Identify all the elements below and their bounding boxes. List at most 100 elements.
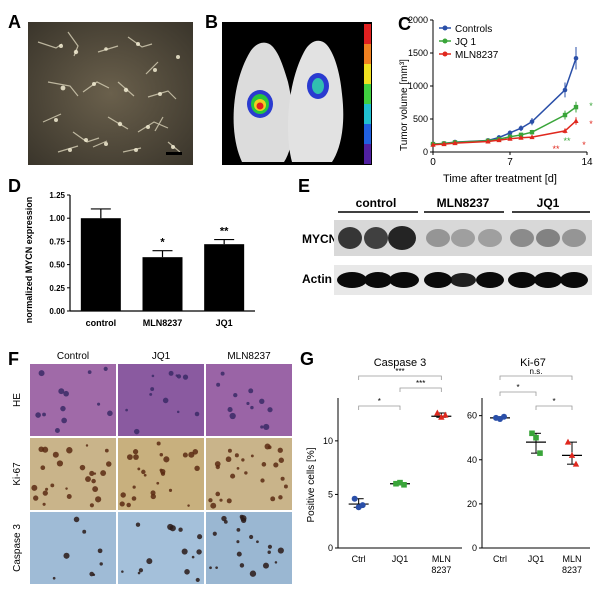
histology-nucleus [120, 492, 126, 498]
histology-nucleus [178, 527, 183, 532]
c-xtick-label: 14 [581, 157, 593, 168]
histology-nucleus [54, 428, 60, 433]
blot-group-label: control [356, 196, 397, 210]
histology-nucleus [250, 454, 254, 458]
histology-nucleus [239, 514, 244, 519]
histology-nucleus [126, 502, 131, 508]
histology-nucleus [82, 529, 87, 534]
histology-row-label: Caspase 3 [12, 524, 23, 572]
histology-nucleus [121, 570, 124, 573]
histology-nucleus [244, 471, 248, 475]
histology-nucleus [85, 444, 89, 447]
histology-nucleus [132, 449, 139, 455]
histology-nucleus [225, 456, 232, 463]
histology-nucleus [278, 457, 285, 463]
histology-nucleus [125, 408, 128, 412]
d-ytick-label: 1.25 [49, 191, 65, 200]
d-significance-mark: ** [220, 226, 229, 238]
histology-nucleus [163, 456, 170, 463]
histology-nucleus [216, 382, 221, 387]
histology-nucleus [137, 467, 141, 471]
histology-nucleus [89, 571, 95, 577]
histology-nucleus [259, 398, 265, 404]
histology-nucleus [208, 498, 213, 503]
c-significance-mark: * [589, 119, 593, 129]
c-legend-label: MLN8237 [455, 50, 499, 61]
c-legend-label: Controls [455, 24, 492, 35]
g-significance-bracket [399, 387, 442, 392]
g-category-label: MLN [562, 554, 581, 564]
c-point [529, 119, 535, 124]
histology-nucleus [246, 401, 250, 406]
g-point [568, 451, 576, 458]
histology-nucleus [56, 460, 64, 467]
c-significance-mark: ** [552, 144, 560, 154]
histology-nucleus [227, 448, 232, 453]
g-significance-bracket [535, 405, 573, 410]
histology-nucleus [162, 397, 169, 404]
histology-nucleus [151, 374, 155, 378]
histology-nucleus [91, 478, 96, 484]
c-point [507, 136, 513, 141]
blot-group-label: JQ1 [537, 196, 560, 210]
histology-nucleus [61, 417, 67, 424]
histology-nucleus [182, 452, 188, 458]
histology-nucleus [63, 552, 70, 559]
c-point [529, 130, 535, 135]
g-category-label: 8237 [431, 565, 451, 575]
histology-nucleus [215, 464, 220, 470]
g-ytick-label: 10 [323, 436, 333, 446]
g-point [564, 438, 572, 445]
histology-nucleus [143, 473, 147, 477]
histology-nucleus [181, 548, 188, 555]
g-point [393, 480, 399, 487]
d-category-label: MLN8237 [143, 318, 183, 328]
g-significance-bracket [499, 391, 537, 396]
histology-nucleus [212, 531, 217, 536]
histology-nucleus [188, 451, 195, 458]
g-significance-mark: *** [395, 367, 404, 376]
histology-nucleus [168, 488, 173, 492]
g-ytick-label: 40 [467, 455, 477, 465]
histology-nucleus [250, 405, 254, 410]
g-ytick-label: 20 [467, 499, 477, 509]
g-significance-mark: * [552, 397, 555, 406]
c-point [518, 135, 524, 140]
c-point [562, 112, 568, 118]
histology-nucleus [66, 447, 73, 454]
c-ytick-label: 2000 [408, 15, 428, 25]
g-point [572, 460, 580, 467]
g-point [434, 409, 441, 416]
g-point [501, 413, 507, 420]
d-category-label: control [86, 318, 117, 328]
histology-nucleus [93, 472, 97, 475]
western-blot: control MLN8237 JQ1 MYCN Actin [300, 185, 596, 305]
histology-nucleus [234, 453, 239, 458]
histology-nucleus [89, 470, 95, 477]
g-point [438, 413, 445, 420]
histology-nucleus [119, 501, 125, 507]
d-ytick-label: 1.00 [49, 214, 65, 223]
histology-nucleus [42, 502, 46, 506]
histology-nucleus [159, 453, 164, 457]
histology-nucleus [256, 540, 259, 544]
histology-nucleus [274, 561, 278, 564]
g-point [442, 411, 449, 418]
histology-nucleus [277, 547, 284, 554]
histology-nucleus [280, 476, 285, 481]
histology-nucleus [87, 370, 92, 375]
positive-cells-ylabel: Positive cells [%] [306, 447, 317, 522]
g-category-label: MLN [432, 554, 451, 564]
panel-label-d: D [8, 176, 21, 196]
histology-nucleus [230, 473, 236, 479]
g-point [533, 434, 539, 441]
histology-nucleus [89, 503, 94, 508]
histology-grid: Control JQ1 MLN8237 HE Ki-67 Caspase 3 [8, 350, 298, 590]
c-series-line [432, 58, 577, 145]
histology-row-label: Ki-67 [12, 462, 23, 486]
histology-nucleus [215, 491, 221, 497]
histology-nucleus [191, 555, 195, 559]
panel-label-a: A [8, 12, 21, 32]
histology-nucleus [209, 566, 212, 570]
histology-nucleus [169, 525, 176, 532]
